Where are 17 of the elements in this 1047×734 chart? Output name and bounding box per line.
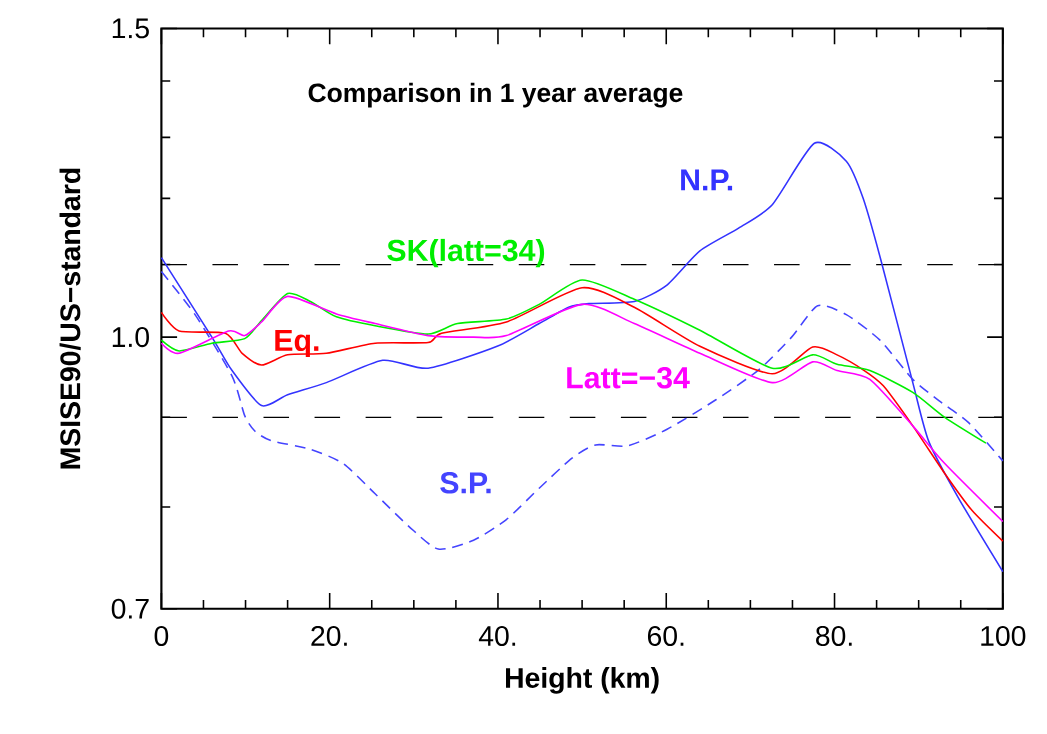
x-tick-label: 40. xyxy=(478,625,516,646)
y-tick-label: 0.7 xyxy=(111,598,149,619)
x-axis-title: Height (km) xyxy=(506,666,659,694)
y-tick-label: 1.0 xyxy=(112,326,149,347)
x-tick-label: 100 xyxy=(981,625,1026,646)
x-tick-label: 60. xyxy=(647,625,684,646)
y-tick-label: 1.5 xyxy=(112,18,149,39)
y-axis-title: MSISE90/US−standard xyxy=(59,168,81,469)
x-tick-label: 0 xyxy=(154,625,169,646)
series-label: Eq. xyxy=(275,329,319,357)
series-label: S.P. xyxy=(440,471,491,494)
series-label: SK(latt=34) xyxy=(387,238,545,267)
text: Comparison in 1 year average xyxy=(308,82,683,108)
x-tick-label: 80. xyxy=(816,625,852,646)
x-tick-label: 20. xyxy=(311,625,347,646)
series-label: Latt=−34 xyxy=(567,366,690,389)
series-label: N.P. xyxy=(681,169,733,191)
